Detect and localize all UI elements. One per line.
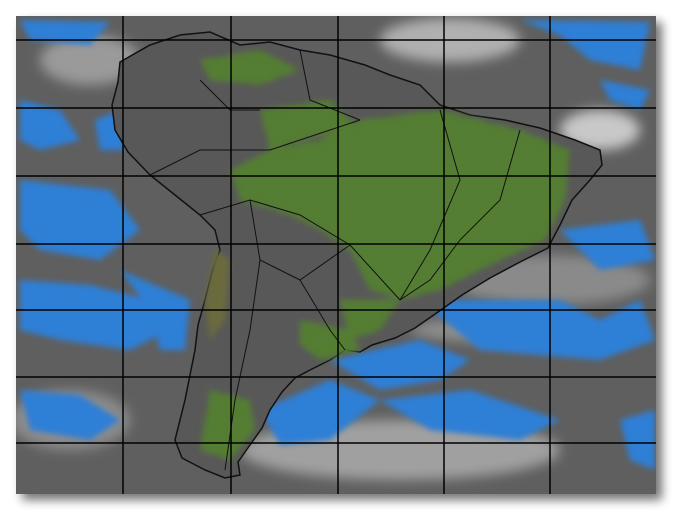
vegetation xyxy=(200,50,570,460)
borders xyxy=(149,49,521,471)
clear-ocean xyxy=(20,20,655,470)
map-content xyxy=(16,16,656,494)
graticule xyxy=(16,16,656,494)
